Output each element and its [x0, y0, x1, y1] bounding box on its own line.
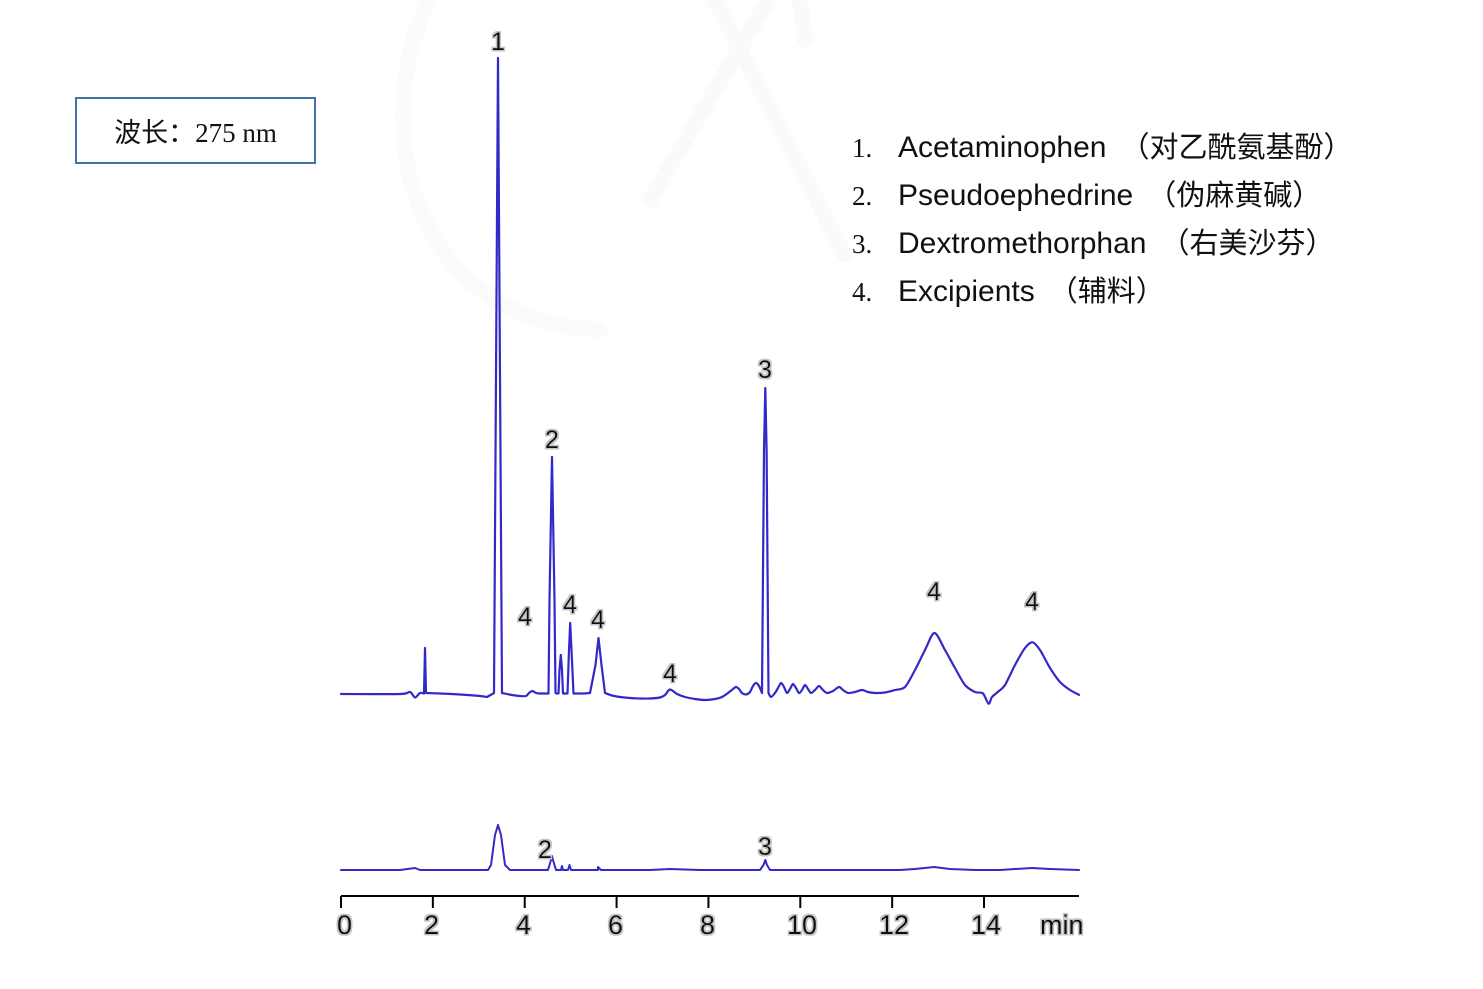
- svg-text:2: 2: [424, 910, 439, 940]
- svg-text:2: 2: [538, 836, 552, 864]
- svg-text:3: 3: [758, 833, 772, 861]
- svg-text:4: 4: [927, 578, 941, 606]
- svg-text:2: 2: [545, 426, 559, 454]
- svg-text:10: 10: [787, 910, 817, 940]
- svg-text:4: 4: [663, 660, 677, 688]
- svg-text:1: 1: [491, 28, 505, 56]
- svg-text:4: 4: [591, 606, 605, 634]
- svg-text:4: 4: [516, 910, 531, 940]
- svg-text:4: 4: [518, 603, 532, 631]
- svg-text:4: 4: [1025, 588, 1039, 616]
- svg-text:0: 0: [337, 910, 352, 940]
- svg-text:3: 3: [758, 356, 772, 384]
- svg-text:min: min: [1040, 910, 1084, 940]
- svg-text:8: 8: [700, 910, 715, 940]
- svg-text:6: 6: [608, 910, 623, 940]
- svg-text:14: 14: [971, 910, 1001, 940]
- svg-text:12: 12: [879, 910, 909, 940]
- svg-text:4: 4: [563, 591, 577, 619]
